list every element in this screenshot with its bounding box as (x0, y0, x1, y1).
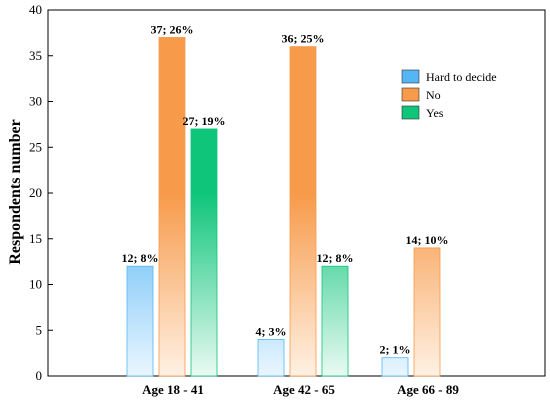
y-tick-label: 40 (29, 2, 42, 17)
legend-swatch (401, 105, 420, 120)
x-tick-label: Age 42 - 65 (273, 382, 335, 397)
data-label: 12; 8% (122, 251, 159, 265)
bar-yes (321, 265, 349, 377)
bar-no (413, 247, 441, 377)
legend-label: Hard to decide (426, 70, 497, 84)
data-label: 14; 10% (406, 233, 449, 247)
y-axis-label: Respondents number (7, 119, 24, 264)
bar-no (289, 46, 317, 377)
bar-yes (190, 128, 218, 377)
y-tick-label: 25 (29, 139, 42, 154)
x-tick-label: Age 18 - 41 (142, 382, 204, 397)
bar-hard-to-decide (257, 338, 285, 377)
x-tick-label: Age 66 - 89 (397, 382, 459, 397)
data-label: 37; 26% (151, 22, 194, 36)
y-tick-label: 5 (36, 322, 43, 337)
y-tick-label: 15 (29, 231, 42, 246)
y-tick-label: 35 (29, 48, 42, 63)
data-label: 12; 8% (317, 251, 354, 265)
data-label: 27; 19% (183, 114, 226, 128)
legend: Hard to decide No Yes (401, 69, 497, 120)
legend-label: No (426, 88, 441, 102)
plot-area: 0 5 10 15 20 25 30 35 40 Age 18 - 41 12; 8% 37; 26%… (29, 2, 546, 397)
data-label: 4; 3% (256, 324, 287, 338)
legend-swatch (401, 69, 420, 84)
y-tick-label: 10 (29, 277, 42, 292)
bar-hard-to-decide (381, 357, 409, 377)
legend-label: Yes (426, 106, 444, 120)
bar-hard-to-decide (126, 265, 154, 377)
y-tick-label: 0 (36, 368, 43, 383)
y-tick-label: 30 (29, 94, 42, 109)
y-tick-label: 20 (29, 185, 42, 200)
bar-no (158, 37, 186, 377)
data-label: 2; 1% (380, 343, 411, 357)
data-label: 36; 25% (282, 32, 325, 46)
legend-swatch (401, 87, 420, 102)
